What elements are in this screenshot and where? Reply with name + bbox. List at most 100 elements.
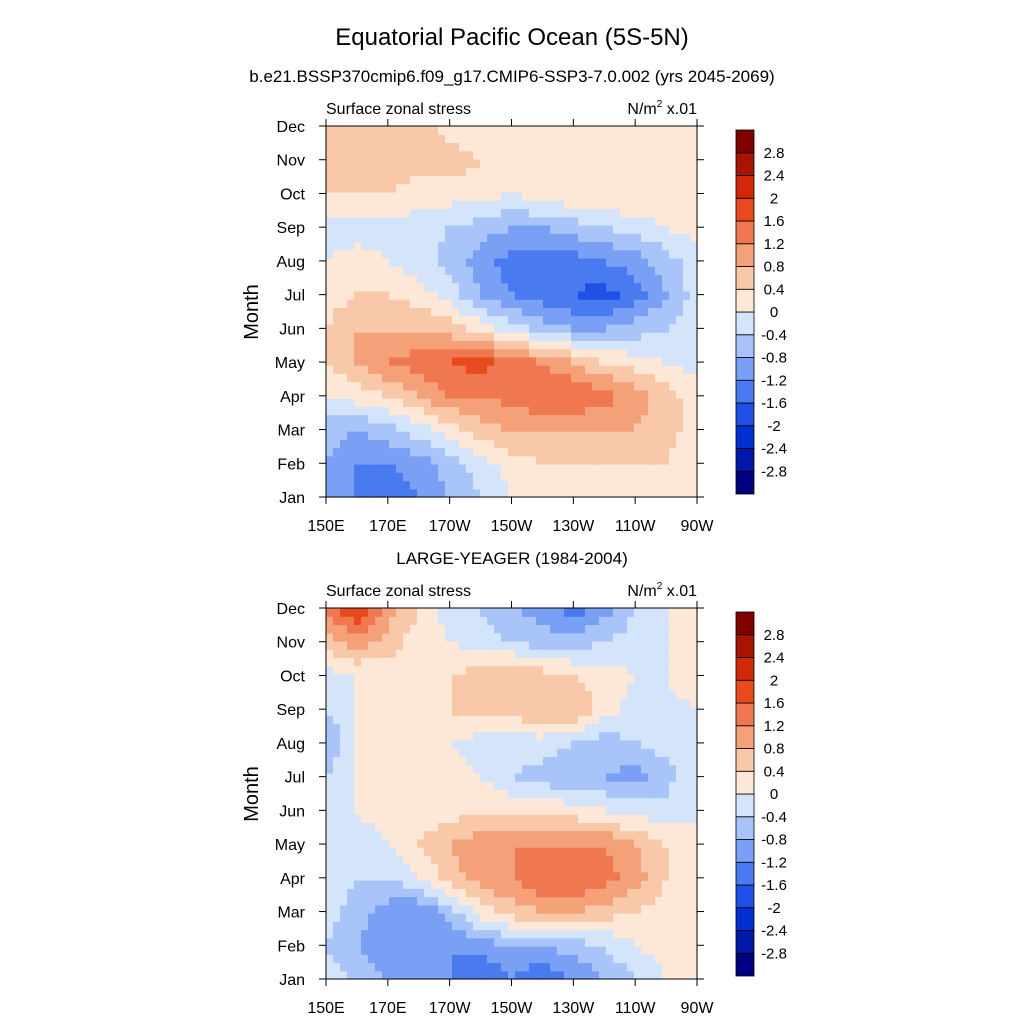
contour-cell — [592, 216, 600, 226]
contour-cell — [389, 772, 397, 782]
contour-cell — [592, 472, 600, 482]
contour-cell — [396, 781, 404, 790]
contour-cell — [375, 954, 383, 964]
contour-cell — [536, 332, 544, 341]
contour-cell — [466, 472, 474, 482]
contour-cell — [522, 150, 530, 160]
contour-cell — [494, 946, 502, 955]
contour-cell — [410, 880, 418, 889]
contour-cell — [368, 608, 376, 617]
contour-cell — [459, 913, 467, 922]
contour-cell — [333, 789, 341, 799]
contour-cell — [487, 464, 495, 473]
contour-cell — [529, 348, 537, 358]
contour-cell — [515, 805, 523, 815]
contour-cell — [578, 863, 586, 873]
contour-cell — [529, 929, 537, 939]
contour-cell — [571, 880, 579, 889]
contour-cell — [620, 608, 628, 617]
contour-cell — [690, 472, 698, 482]
contour-cell — [585, 431, 593, 440]
contour-cell — [417, 904, 425, 914]
contour-cell — [550, 299, 558, 308]
contour-cell — [382, 241, 390, 251]
contour-cell — [473, 150, 481, 160]
contour-cell — [564, 233, 572, 243]
contour-cell — [368, 871, 376, 881]
contour-cell — [480, 290, 488, 300]
contour-cell — [508, 954, 516, 964]
contour-cell — [410, 315, 418, 325]
contour-cell — [466, 731, 474, 741]
contour-cell — [452, 274, 460, 284]
contour-cell — [487, 673, 495, 683]
contour-cell — [536, 731, 544, 741]
contour-cell — [634, 888, 642, 898]
contour-cell — [634, 921, 642, 931]
contour-cell — [564, 739, 572, 749]
contour-cell — [508, 200, 516, 210]
contour-cell — [690, 191, 698, 201]
contour-cell — [592, 690, 600, 700]
contour-cell — [585, 954, 593, 964]
contour-cell — [515, 348, 523, 358]
contour-cell — [347, 946, 355, 955]
contour-cell — [452, 340, 460, 350]
contour-cell — [487, 455, 495, 465]
contour-cell — [389, 665, 397, 675]
contour-cell — [655, 608, 663, 617]
contour-cell — [347, 954, 355, 964]
contour-cell — [606, 266, 614, 275]
contour-cell — [620, 373, 628, 383]
colorbar-swatch — [735, 129, 755, 154]
contour-cell — [564, 134, 572, 144]
contour-cell — [641, 315, 649, 325]
contour-cell — [501, 142, 509, 152]
contour-cell — [361, 290, 369, 300]
contour-cell — [676, 814, 684, 823]
contour-cell — [424, 913, 432, 922]
contour-cell — [459, 731, 467, 741]
contour-cell — [473, 921, 481, 931]
contour-cell — [333, 332, 341, 341]
contour-cell — [501, 381, 509, 391]
contour-cell — [347, 365, 355, 374]
contour-cell — [676, 847, 684, 856]
x-tick-label: 110W — [615, 518, 657, 535]
contour-cell — [361, 422, 369, 432]
contour-cell — [375, 447, 383, 457]
contour-cell — [599, 447, 607, 457]
contour-cell — [613, 805, 621, 815]
contour-cell — [606, 323, 614, 333]
contour-cell — [655, 134, 663, 144]
contour-cell — [368, 439, 376, 449]
contour-cell — [606, 624, 614, 634]
contour-cell — [571, 838, 579, 848]
contour-cell — [326, 731, 334, 741]
contour-cell — [473, 183, 481, 193]
contour-cell — [683, 200, 691, 210]
contour-cell — [445, 649, 453, 659]
contour-cell — [403, 748, 411, 757]
x-tick-label: 170W — [429, 518, 472, 535]
contour-cell — [557, 447, 565, 457]
contour-cell — [396, 698, 404, 708]
contour-cell — [655, 665, 663, 675]
contour-cell — [382, 929, 390, 939]
panel-large-yeager: LARGE-YEAGER (1984-2004) Surface zonal s… — [241, 549, 787, 1017]
contour-cell — [662, 937, 670, 947]
contour-cell — [592, 200, 600, 210]
contour-cell — [326, 904, 334, 914]
contour-cell — [508, 764, 516, 774]
contour-cell — [543, 649, 551, 659]
contour-cell — [641, 323, 649, 333]
contour-cell — [508, 274, 516, 284]
contour-cell — [613, 365, 621, 374]
contour-cell — [487, 904, 495, 914]
contour-cell — [473, 398, 481, 407]
contour-cell — [333, 274, 341, 284]
contour-cell — [655, 640, 663, 650]
contour-cell — [452, 690, 460, 700]
contour-cell — [641, 398, 649, 407]
contour-cell — [634, 431, 642, 440]
